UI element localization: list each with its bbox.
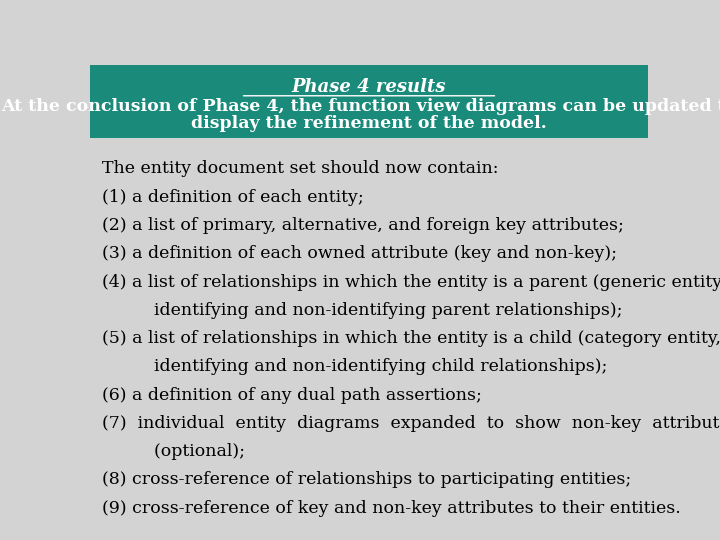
Text: The entity document set should now contain:: The entity document set should now conta… xyxy=(102,160,499,178)
Text: (8) cross-reference of relationships to participating entities;: (8) cross-reference of relationships to … xyxy=(102,471,631,489)
Text: (4) a list of relationships in which the entity is a parent (generic entity,: (4) a list of relationships in which the… xyxy=(102,274,720,291)
Text: (6) a definition of any dual path assertions;: (6) a definition of any dual path assert… xyxy=(102,387,482,403)
Text: (3) a definition of each owned attribute (key and non-key);: (3) a definition of each owned attribute… xyxy=(102,245,617,262)
Text: (2) a list of primary, alternative, and foreign key attributes;: (2) a list of primary, alternative, and … xyxy=(102,217,624,234)
Text: Phase 4 results: Phase 4 results xyxy=(292,78,446,96)
Text: (optional);: (optional); xyxy=(121,443,245,460)
FancyBboxPatch shape xyxy=(90,65,648,138)
Text: identifying and non-identifying parent relationships);: identifying and non-identifying parent r… xyxy=(121,302,622,319)
Text: identifying and non-identifying child relationships);: identifying and non-identifying child re… xyxy=(121,359,607,375)
Text: display the refinement of the model.: display the refinement of the model. xyxy=(191,114,547,132)
Text: At the conclusion of Phase 4, the function view diagrams can be updated to: At the conclusion of Phase 4, the functi… xyxy=(1,98,720,115)
Text: (1) a definition of each entity;: (1) a definition of each entity; xyxy=(102,188,364,206)
Text: (5) a list of relationships in which the entity is a child (category entity,: (5) a list of relationships in which the… xyxy=(102,330,720,347)
Text: (7)  individual  entity  diagrams  expanded  to  show  non-key  attributes: (7) individual entity diagrams expanded … xyxy=(102,415,720,432)
Text: (9) cross-reference of key and non-key attributes to their entities.: (9) cross-reference of key and non-key a… xyxy=(102,500,681,517)
